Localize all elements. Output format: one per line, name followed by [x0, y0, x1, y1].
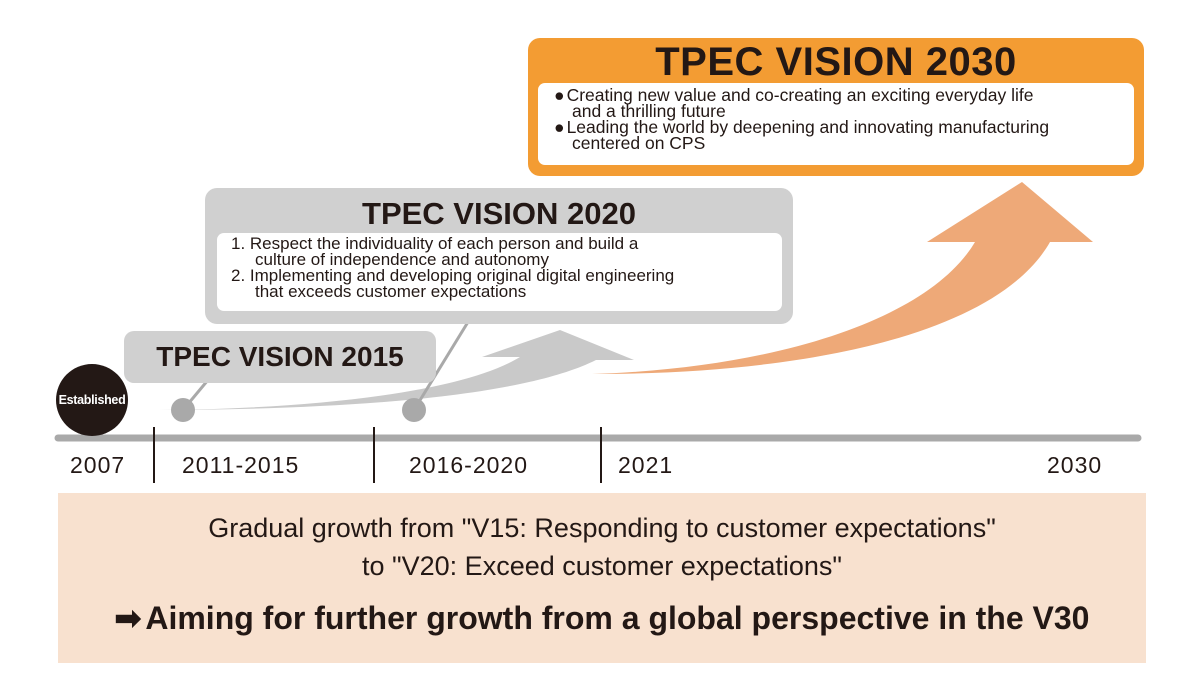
summary-line-1: Gradual growth from "V15: Responding to …	[208, 513, 996, 543]
vision-2020-item-2-line-1: 2. Implementing and developing original …	[231, 266, 675, 285]
right-arrow-icon: ➡	[114, 600, 142, 636]
year-2011-2015: 2011-2015	[182, 452, 300, 478]
vision-2020-item-1-line-2: culture of independence and autonomy	[255, 250, 549, 269]
summary-panel: Gradual growth from "V15: Responding to …	[58, 493, 1146, 663]
vision-2020-item-1-line-1: 1. Respect the individuality of each per…	[231, 234, 639, 253]
summary-line-3: Aiming for further growth from a global …	[145, 600, 1090, 636]
connector-2020	[412, 321, 470, 411]
vision-2030-item-2-line-2: centered on CPS	[572, 133, 706, 153]
milestone-dot-2015	[171, 398, 195, 422]
vision-2020-item-2-line-2: that exceeds customer expectations	[255, 282, 527, 301]
year-2030: 2030	[1047, 452, 1103, 478]
vision-2030-item-1-line-2: and a thrilling future	[572, 101, 726, 121]
vision-2030-title: TPEC VISION 2030	[655, 40, 1017, 84]
growth-arrow-2020	[145, 330, 634, 410]
vision-2020-body: 1. Respect the individuality of each per…	[217, 233, 782, 311]
growth-arrow-2030	[592, 182, 1093, 374]
vision-2030-box: TPEC VISION 2030 ● Creating new value and…	[528, 38, 1144, 176]
summary-line-2: to "V20: Exceed customer expectations"	[362, 551, 842, 581]
vision-2015-title: TPEC VISION 2015	[156, 341, 404, 372]
vision-2030-item-1-text: Creating new value and co-creating an ex…	[566, 85, 1034, 105]
vision-2015-box: TPEC VISION 2015	[124, 331, 436, 383]
vision-2030-item-1-line-1: ● Creating new value and co-creating an e…	[554, 85, 1122, 105]
bullet-icon: ●	[554, 117, 565, 137]
year-2021: 2021	[618, 452, 674, 478]
vision-2030-body: ● Creating new value and co-creating an e…	[538, 83, 1134, 165]
summary-line-3-row: ➡ Aiming for further growth from a global…	[58, 599, 1146, 637]
year-2007: 2007	[70, 452, 126, 478]
milestone-dot-2020	[402, 398, 426, 422]
vision-2030-item-2-text: Leading the world by deepening and innov…	[566, 117, 1050, 137]
established-marker: Established	[56, 364, 128, 436]
vision-2020-box: TPEC VISION 2020 1. Respect the individu…	[205, 188, 793, 324]
established-label: Established	[58, 393, 126, 407]
vision-2030-item-2-line-1: ● Leading the world by deepening and inno…	[554, 117, 1122, 137]
vision-2020-title: TPEC VISION 2020	[362, 196, 636, 231]
year-2016-2020: 2016-2020	[409, 452, 528, 478]
bullet-icon: ●	[554, 85, 565, 105]
